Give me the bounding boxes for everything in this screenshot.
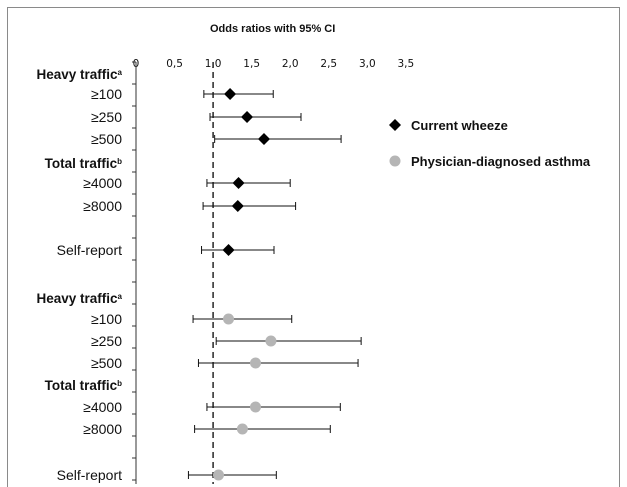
row-label: Self-report <box>57 242 122 258</box>
row-label: ≥4000 <box>83 175 122 191</box>
row-label: ≥8000 <box>83 198 122 214</box>
row-header-label: Total trafficb <box>45 156 123 171</box>
x-tick-label: 2,0 <box>282 58 299 70</box>
row-label: ≥500 <box>91 355 122 371</box>
point-physician-asthma <box>236 423 248 435</box>
legend-marker-diamond <box>389 119 401 131</box>
point-current-wheeze <box>224 88 237 100</box>
row-label: ≥500 <box>91 131 122 147</box>
footnote-mark: b <box>117 157 122 166</box>
row-header-label: Heavy traffica <box>37 67 123 82</box>
point-physician-asthma <box>212 469 224 481</box>
x-tick-label: 3,0 <box>359 58 376 70</box>
row-label: ≥250 <box>91 333 122 349</box>
row-label: ≥100 <box>91 311 122 327</box>
point-current-wheeze <box>222 244 235 256</box>
point-current-wheeze <box>257 133 270 145</box>
x-tick-label: 2,5 <box>320 58 337 70</box>
legend-label: Physician-diagnosed asthma <box>411 154 591 169</box>
legend-label: Current wheeze <box>411 118 508 133</box>
point-physician-asthma <box>223 313 235 325</box>
point-physician-asthma <box>250 357 262 369</box>
point-physician-asthma <box>250 401 262 413</box>
footnote-mark: a <box>118 292 123 301</box>
x-tick-label: 3,5 <box>397 58 414 70</box>
row-label: ≥4000 <box>83 399 122 415</box>
row-label: ≥250 <box>91 109 122 125</box>
footnote-mark: a <box>118 68 123 77</box>
row-label: Self-report <box>57 467 122 483</box>
point-current-wheeze <box>232 177 245 189</box>
row-label: ≥100 <box>91 86 122 102</box>
x-tick-label: 0,5 <box>166 58 183 70</box>
x-tick-label: 1,5 <box>243 58 260 70</box>
row-header-label: Total trafficb <box>45 378 123 393</box>
point-current-wheeze <box>241 111 254 123</box>
chart-title: Odds ratios with 95% CI <box>210 23 335 35</box>
footnote-mark: b <box>117 379 122 388</box>
legend-marker-circle <box>389 155 401 167</box>
row-label: ≥8000 <box>83 421 122 437</box>
point-physician-asthma <box>265 335 277 347</box>
row-header-label: Heavy traffica <box>37 291 123 306</box>
point-current-wheeze <box>231 200 244 212</box>
